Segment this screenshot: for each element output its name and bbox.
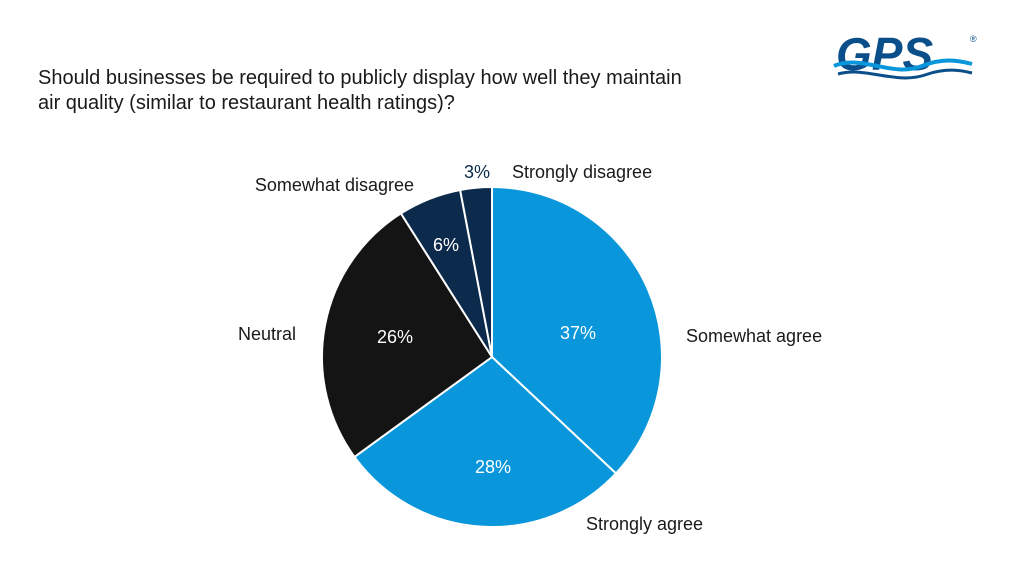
logo-wave-bottom <box>837 68 973 80</box>
pie-slices <box>321 185 663 528</box>
logo-wave-top <box>833 58 973 72</box>
registered-mark: ® <box>970 34 977 44</box>
value-label-somewhat-agree: 37% <box>560 323 596 343</box>
pie-slice-strongly-agree <box>353 355 618 528</box>
category-label-strongly-disagree: Strongly disagree <box>512 162 652 182</box>
category-label-neutral: Neutral <box>238 324 296 344</box>
category-label-somewhat-disagree: Somewhat disagree <box>255 175 414 195</box>
value-label-strongly-agree: 28% <box>475 457 511 477</box>
pie-slice-neutral <box>321 212 494 459</box>
pie-labels: 37% Somewhat agree 28% Strongly agree 26% Neu… <box>238 162 822 534</box>
chart-question-title: Should businesses be required to publicl… <box>38 67 682 114</box>
pie-slice-somewhat-agree <box>491 185 663 475</box>
value-label-strongly-disagree: 3% <box>464 162 490 182</box>
category-label-strongly-agree: Strongly agree <box>586 514 703 534</box>
category-label-somewhat-agree: Somewhat agree <box>686 326 822 346</box>
value-label-neutral: 26% <box>377 327 413 347</box>
gps-logo: GPS ® <box>833 28 977 80</box>
value-label-somewhat-disagree: 6% <box>433 235 459 255</box>
pie-slice-strongly-disagree <box>458 185 493 358</box>
